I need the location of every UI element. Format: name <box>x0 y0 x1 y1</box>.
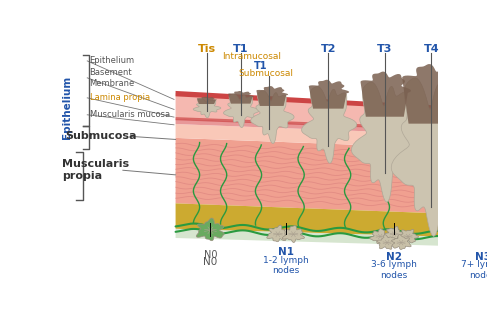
Polygon shape <box>462 236 481 249</box>
Polygon shape <box>257 86 288 106</box>
Text: 7+ lymph
nodes: 7+ lymph nodes <box>461 260 487 280</box>
Text: N1: N1 <box>278 247 294 257</box>
Text: N0: N0 <box>204 249 217 260</box>
Text: T1: T1 <box>254 61 267 71</box>
Polygon shape <box>176 138 438 213</box>
Text: N3: N3 <box>475 252 487 262</box>
Polygon shape <box>475 229 487 243</box>
Polygon shape <box>176 203 438 237</box>
Text: Epithelium: Epithelium <box>62 76 72 139</box>
Polygon shape <box>196 218 224 241</box>
Text: Submucosal: Submucosal <box>238 69 293 78</box>
Polygon shape <box>282 226 304 243</box>
Text: T1: T1 <box>233 44 248 54</box>
Polygon shape <box>360 72 411 117</box>
Text: Submucosa: Submucosa <box>65 131 136 141</box>
Text: 1-2 lymph
nodes: 1-2 lymph nodes <box>263 256 308 275</box>
Polygon shape <box>197 97 217 104</box>
Text: Tis: Tis <box>198 44 216 54</box>
Text: 3-6 lymph
nodes: 3-6 lymph nodes <box>371 260 417 280</box>
Text: Epithelium: Epithelium <box>90 56 135 66</box>
Polygon shape <box>224 94 259 128</box>
Polygon shape <box>309 80 349 109</box>
Polygon shape <box>370 229 390 244</box>
Polygon shape <box>391 78 474 237</box>
Polygon shape <box>477 236 487 249</box>
Text: T2: T2 <box>320 44 336 54</box>
Polygon shape <box>176 91 438 110</box>
Text: N2: N2 <box>386 252 402 262</box>
Text: Intramucosal: Intramucosal <box>222 52 281 61</box>
Text: Muscularis mucosa: Muscularis mucosa <box>90 110 169 119</box>
Polygon shape <box>251 91 294 144</box>
Polygon shape <box>267 225 289 242</box>
Text: Basement
Membrane: Basement Membrane <box>90 68 135 88</box>
Text: Lamina propia: Lamina propia <box>90 93 150 102</box>
Polygon shape <box>193 99 221 118</box>
Polygon shape <box>385 226 405 241</box>
Text: N0: N0 <box>204 257 218 267</box>
Polygon shape <box>397 230 419 243</box>
Polygon shape <box>301 86 357 163</box>
Polygon shape <box>176 119 438 134</box>
Polygon shape <box>176 124 438 148</box>
Polygon shape <box>176 229 438 246</box>
Polygon shape <box>466 227 485 241</box>
Polygon shape <box>392 235 411 249</box>
Polygon shape <box>228 91 254 104</box>
Polygon shape <box>483 227 487 240</box>
Polygon shape <box>402 64 463 124</box>
Text: Muscularis
propia: Muscularis propia <box>62 159 130 181</box>
Text: T3: T3 <box>377 44 393 54</box>
Polygon shape <box>176 93 438 129</box>
Polygon shape <box>352 82 420 202</box>
Polygon shape <box>377 235 396 249</box>
Text: T4: T4 <box>424 44 439 54</box>
Polygon shape <box>457 230 476 243</box>
Polygon shape <box>176 117 438 130</box>
